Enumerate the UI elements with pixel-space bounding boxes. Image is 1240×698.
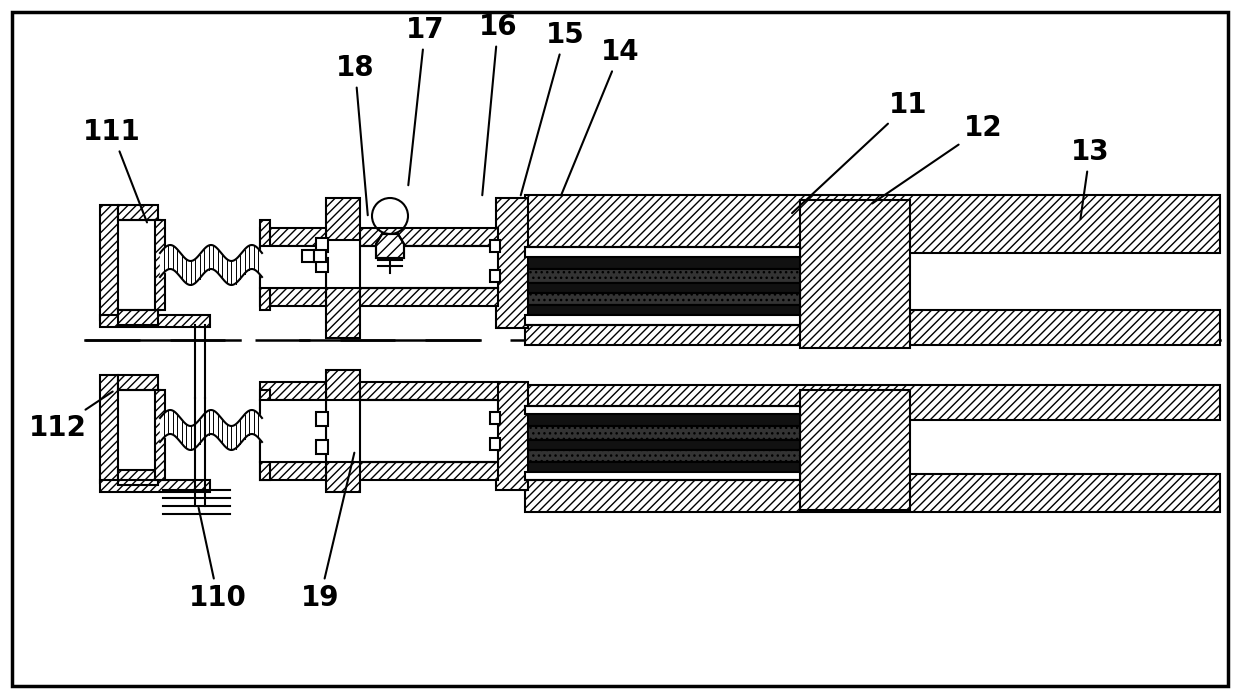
Bar [316, 258, 329, 272]
Bar [100, 205, 118, 320]
Bar [490, 240, 500, 252]
Bar [490, 438, 500, 450]
Bar [260, 246, 326, 288]
Bar [118, 310, 157, 325]
Text: 18: 18 [336, 54, 374, 215]
Bar [525, 440, 800, 450]
Bar [316, 440, 329, 454]
Bar [118, 375, 157, 390]
Bar [260, 462, 326, 480]
Text: 110: 110 [188, 507, 247, 612]
Bar [525, 406, 800, 414]
Bar [496, 198, 528, 328]
Bar [326, 198, 360, 338]
Bar [326, 370, 360, 492]
Bar [525, 474, 1220, 512]
Text: 19: 19 [301, 453, 355, 612]
Bar [525, 450, 800, 462]
Bar [525, 472, 800, 480]
Text: 11: 11 [792, 91, 928, 213]
Bar [358, 462, 498, 480]
Text: 13: 13 [1070, 138, 1110, 219]
Bar [525, 195, 1220, 253]
Bar [358, 246, 498, 288]
Bar [260, 228, 326, 246]
Text: 14: 14 [560, 38, 640, 195]
Bar [525, 283, 800, 293]
Bar [358, 228, 498, 246]
Bar [326, 400, 360, 462]
Bar [358, 382, 498, 400]
Bar [303, 250, 314, 262]
Text: 17: 17 [405, 16, 444, 185]
Bar [358, 288, 498, 306]
Bar [155, 220, 165, 310]
Bar [118, 470, 157, 485]
Bar [525, 269, 800, 283]
Text: 111: 111 [83, 118, 148, 223]
Bar [314, 250, 326, 262]
Bar [525, 315, 800, 325]
Bar [326, 240, 360, 288]
Bar [155, 390, 165, 480]
Bar [525, 293, 800, 305]
Bar [525, 462, 800, 472]
Bar [358, 400, 498, 462]
Bar [800, 200, 910, 348]
Bar [800, 390, 910, 510]
Bar [316, 412, 329, 426]
Bar [525, 257, 800, 269]
Polygon shape [376, 234, 404, 258]
Text: 112: 112 [29, 392, 113, 442]
Bar [260, 390, 270, 480]
Bar [260, 400, 326, 462]
Bar [525, 414, 800, 426]
Bar [496, 382, 528, 490]
Bar [525, 310, 1220, 345]
Bar [100, 375, 118, 483]
Text: 12: 12 [872, 114, 1002, 203]
Bar [525, 426, 800, 440]
Bar [100, 315, 210, 327]
Bar [260, 382, 326, 400]
Text: 15: 15 [521, 21, 584, 195]
Bar [490, 412, 500, 424]
Bar [525, 385, 1220, 420]
Bar [525, 305, 800, 315]
Bar [316, 238, 329, 252]
Bar [100, 480, 210, 492]
Bar [118, 205, 157, 220]
Text: 16: 16 [479, 13, 517, 195]
Bar [260, 220, 270, 310]
Bar [525, 247, 800, 257]
Bar [490, 270, 500, 282]
Bar [260, 288, 326, 306]
